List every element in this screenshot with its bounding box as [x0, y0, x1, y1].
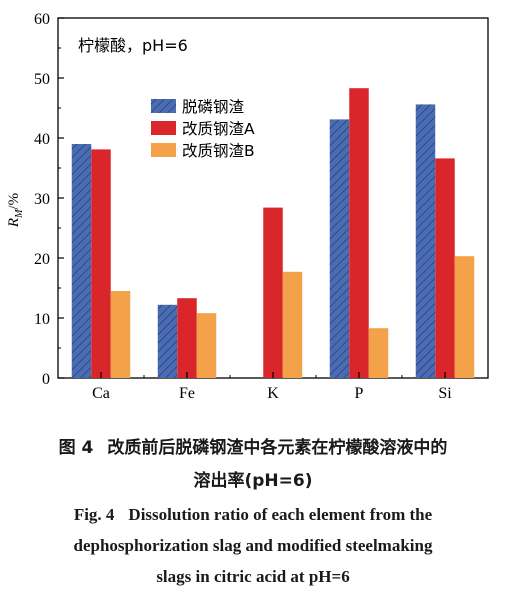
axes: 0 10 20 30 40 50 60 Ca Fe K P Si: [34, 11, 452, 402]
y-tick-label: 50: [34, 71, 50, 88]
legend-label: 脱磷钢渣: [182, 98, 245, 116]
bar: [368, 328, 389, 378]
y-axis-label-sub: M: [14, 209, 25, 219]
bar: [196, 313, 217, 378]
y-axis-label: RM/%: [6, 193, 25, 228]
x-tick-label: K: [267, 385, 279, 402]
caption-cn-line1: 图 4 改质前后脱磷钢渣中各元素在柠檬酸溶液中的: [0, 433, 506, 458]
bar: [263, 207, 283, 378]
caption-en-line3: slags in citric acid at pH=6: [156, 567, 350, 586]
bar: [454, 256, 475, 378]
bar: [415, 104, 436, 379]
x-tick-label: P: [355, 385, 364, 402]
bar: [282, 271, 303, 378]
y-axis-label-main: R: [6, 218, 22, 228]
caption-cn-text1: 改质前后脱磷钢渣中各元素在柠檬酸溶液中的: [107, 438, 448, 458]
bar: [349, 88, 369, 378]
bar: [329, 119, 350, 379]
legend-label: 改质钢渣A: [182, 120, 255, 138]
bars: [71, 88, 475, 379]
x-tick-label: Si: [438, 385, 452, 402]
bar: [435, 158, 455, 378]
caption-cn-label: 图 4: [58, 438, 94, 458]
y-tick-label: 20: [34, 251, 50, 268]
y-tick-label: 60: [34, 11, 50, 28]
legend-label: 改质钢渣B: [182, 142, 255, 160]
caption-en-text1: Dissolution ratio of each element from t…: [128, 505, 433, 524]
caption-en-line1: Fig. 4 Dissolution ratio of each element …: [0, 505, 506, 525]
caption-en-label: Fig. 4: [73, 505, 115, 524]
chart-annotation: 柠檬酸，pH=6: [78, 36, 188, 55]
bar: [157, 304, 178, 378]
bar: [110, 291, 131, 378]
legend-swatch: [151, 143, 176, 157]
y-tick-label: 10: [34, 311, 50, 328]
x-tick-label: Fe: [179, 385, 195, 402]
y-tick-label: 40: [34, 131, 50, 148]
x-tick-label: Ca: [92, 385, 110, 402]
y-axis-label-unit: /%: [6, 193, 22, 210]
caption-cn-line2: 溶出率(pH=6): [193, 471, 313, 491]
y-tick-label: 30: [34, 191, 50, 208]
y-tick-label: 0: [42, 371, 50, 388]
bar: [177, 298, 197, 378]
bar: [71, 144, 92, 378]
legend-swatch: [151, 99, 176, 113]
caption-en-line2: dephosphorization slag and modified stee…: [73, 536, 433, 555]
bar: [91, 149, 111, 378]
legend-swatch: [151, 121, 176, 135]
